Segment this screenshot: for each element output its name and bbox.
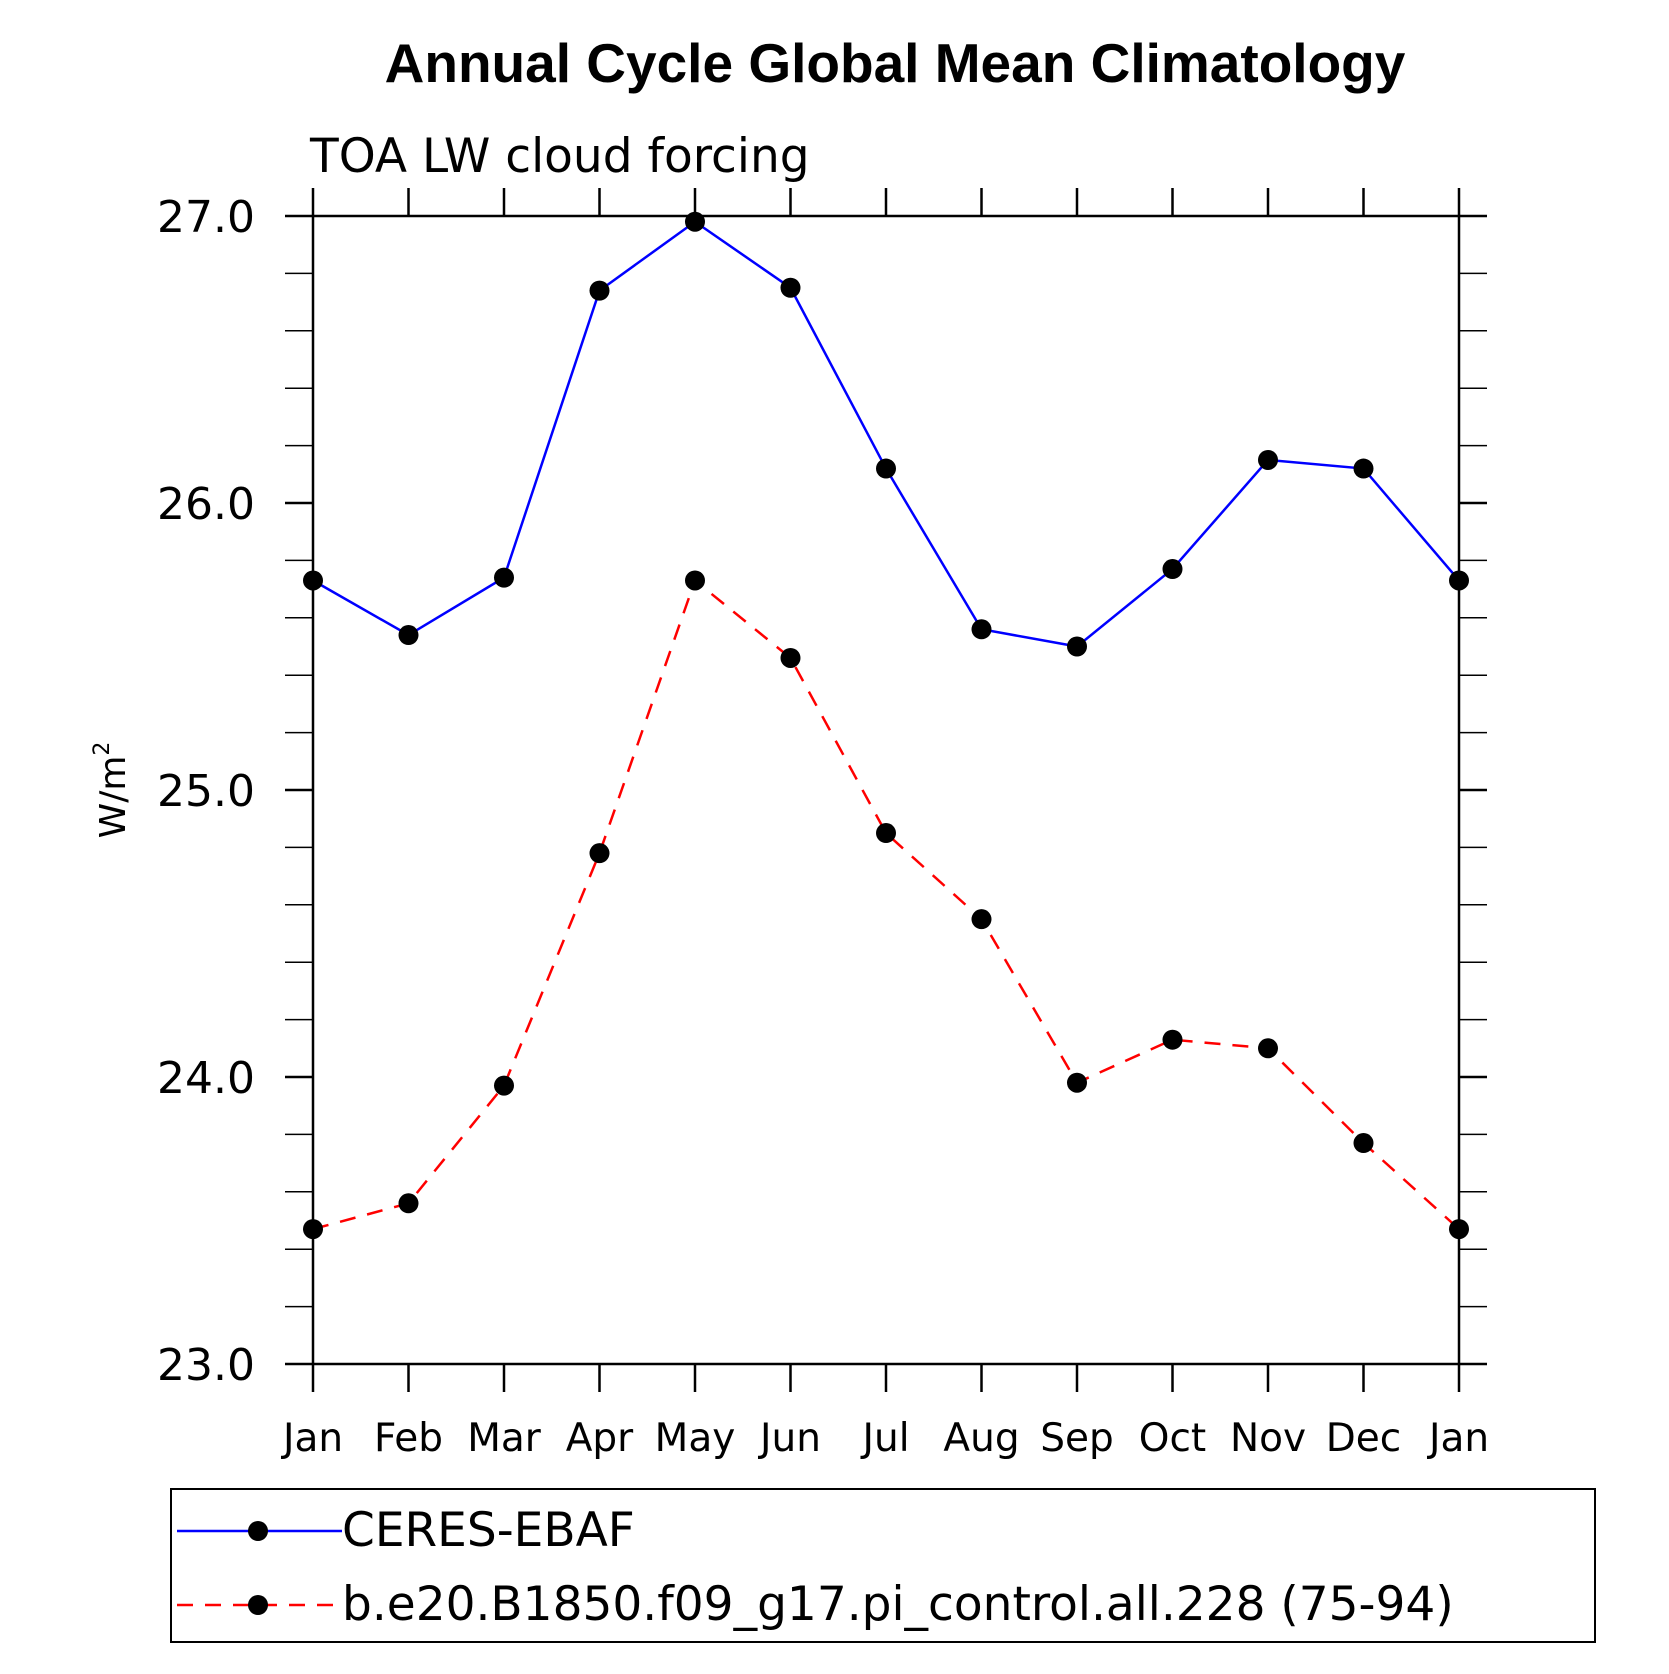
x-tick-label: Oct (1139, 1416, 1206, 1461)
data-point (589, 843, 610, 864)
data-point (589, 280, 610, 301)
plot-frame (311, 214, 1461, 1366)
y-tick-label: 26.0 (157, 479, 255, 530)
y-tick-label: 27.0 (157, 192, 255, 243)
data-point (1353, 458, 1374, 479)
y-tick-label: 24.0 (157, 1053, 255, 1104)
x-tick-label: Dec (1326, 1416, 1401, 1461)
data-point (494, 567, 514, 588)
data-point (398, 625, 419, 646)
x-tick-label: Feb (374, 1416, 443, 1461)
data-point (494, 1075, 514, 1096)
data-point (303, 570, 323, 591)
y-axis-label-superscript: 2 (90, 742, 115, 756)
x-tick-labels: Jan Feb Mar Apr May Jun Jul Aug Sep Oct Nov Dec Jan (280, 1416, 1489, 1461)
svg-text:W/m2: W/m2 (90, 742, 134, 839)
data-point (1353, 1133, 1374, 1154)
legend-label-model: b.e20.B1850.f09_g17.pi_control.all.228 (… (342, 1577, 1454, 1632)
data-point (1162, 1029, 1183, 1050)
data-point (876, 458, 896, 479)
data-point (303, 1219, 323, 1240)
data-point (1067, 1072, 1087, 1093)
data-point (1449, 1219, 1469, 1240)
data-point (1449, 570, 1469, 591)
data-point (1067, 636, 1087, 657)
data-point (1258, 449, 1278, 470)
x-tick-label: Apr (566, 1416, 634, 1461)
data-point (1162, 559, 1183, 580)
data-point (398, 1193, 419, 1214)
x-tick-label: Jun (757, 1416, 821, 1461)
series-line (312, 220, 1460, 648)
series-layer (303, 211, 1469, 1240)
legend-label-ceres: CERES-EBAF (342, 1503, 635, 1558)
x-tick-label: Aug (943, 1416, 1019, 1461)
series-1 (303, 570, 1469, 1240)
x-tick-label: Jan (280, 1416, 343, 1461)
chart-subtitle: TOA LW cloud forcing (309, 129, 810, 184)
data-point (876, 823, 896, 844)
data-point (685, 211, 705, 232)
legend-box (170, 1488, 1596, 1643)
data-point (685, 570, 705, 591)
data-point (780, 647, 801, 668)
y-tick-label: 23.0 (157, 1340, 255, 1391)
x-tick-label: Jan (1426, 1416, 1489, 1461)
series-0 (303, 211, 1469, 657)
axis-ticks (285, 188, 1487, 1392)
y-axis-label: W/m2 (90, 742, 134, 839)
x-tick-label: Mar (467, 1416, 542, 1461)
legend-marker-model (248, 1595, 268, 1615)
y-tick-label: 25.0 (157, 766, 255, 817)
x-tick-label: Jul (859, 1416, 909, 1461)
y-axis-label-text: W/m (93, 756, 134, 839)
data-point (780, 277, 801, 298)
x-tick-label: Sep (1040, 1416, 1114, 1461)
x-tick-label: May (655, 1416, 736, 1461)
y-tick-labels: 23.0 24.0 25.0 26.0 27.0 (157, 192, 255, 1391)
legend-marker-ceres (248, 1521, 268, 1541)
plot-border (311, 214, 1461, 1366)
data-point (971, 909, 992, 930)
legend: CERES-EBAF b.e20.B1850.f09_g17.pi_contro… (170, 1488, 1596, 1643)
x-tick-label: Nov (1230, 1416, 1306, 1461)
series-line (312, 578, 1460, 1231)
data-point (1258, 1038, 1278, 1059)
data-point (971, 619, 992, 640)
chart-title: Annual Cycle Global Mean Climatology (385, 32, 1406, 94)
